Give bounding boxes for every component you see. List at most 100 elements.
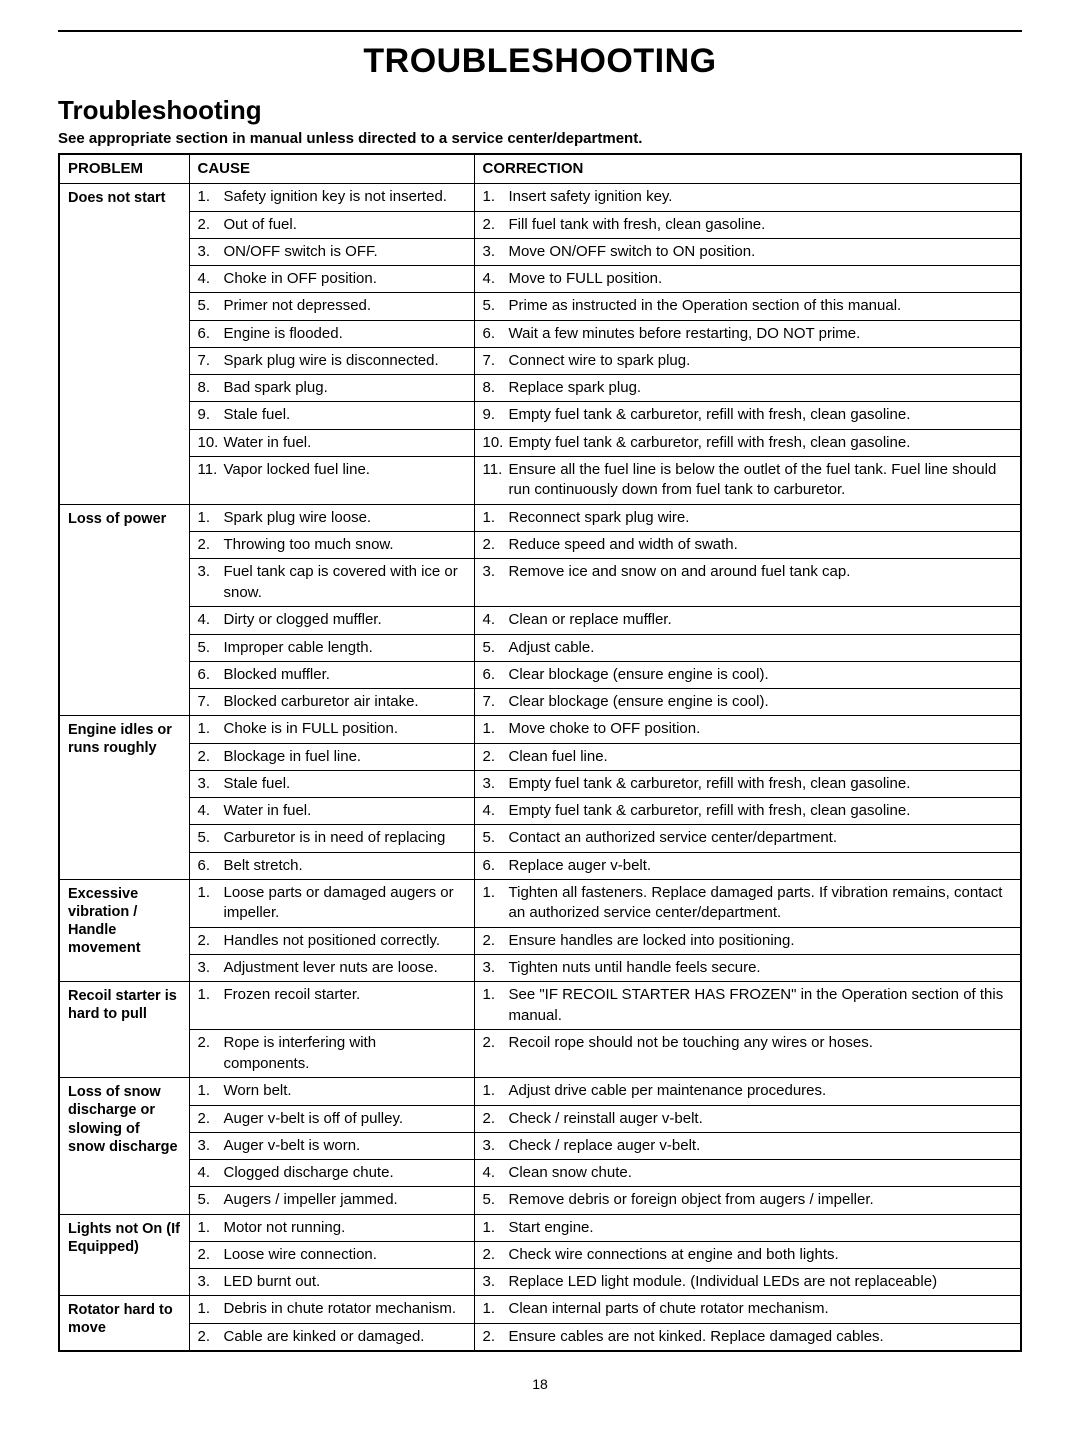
list-item: 6.Clear blockage (ensure engine is cool)… xyxy=(475,662,1021,689)
list-item: 4.Dirty or clogged muffler. xyxy=(190,607,474,634)
item-number: 3. xyxy=(483,562,509,603)
list-item: 10.Water in fuel. xyxy=(190,430,474,457)
troubleshooting-table: PROBLEM CAUSE CORRECTION Does not start1… xyxy=(58,153,1022,1352)
item-number: 11. xyxy=(483,460,509,501)
list-item: 2.Blockage in fuel line. xyxy=(190,744,474,771)
list-item: 3.Empty fuel tank & carburetor, refill w… xyxy=(475,771,1021,798)
item-number: 1. xyxy=(198,187,224,207)
list-item: 2.Fill fuel tank with fresh, clean gasol… xyxy=(475,212,1021,239)
cause-text: Stale fuel. xyxy=(224,774,466,794)
list-item: 4.Clean or replace muffler. xyxy=(475,607,1021,634)
list-item: 3.Move ON/OFF switch to ON position. xyxy=(475,239,1021,266)
table-row: Rotator hard to move1.Debris in chute ro… xyxy=(59,1296,1021,1351)
problem-cell: Engine idles or runs roughly xyxy=(59,716,189,880)
cause-text: Primer not depressed. xyxy=(224,296,466,316)
cause-text: Loose wire connection. xyxy=(224,1245,466,1265)
correction-text: See "IF RECOIL STARTER HAS FROZEN" in th… xyxy=(509,985,1013,1026)
table-row: Engine idles or runs roughly1.Choke is i… xyxy=(59,716,1021,880)
table-row: Excessive vibration / Handle movement1.L… xyxy=(59,879,1021,982)
list-item: 5.Carburetor is in need of replacing xyxy=(190,825,474,852)
item-number: 2. xyxy=(198,1109,224,1129)
list-item: 3.Remove ice and snow on and around fuel… xyxy=(475,559,1021,607)
correction-cell: 1.Adjust drive cable per maintenance pro… xyxy=(474,1078,1021,1214)
cause-text: Blocked muffler. xyxy=(224,665,466,685)
problem-cell: Lights not On (If Equipped) xyxy=(59,1214,189,1296)
item-number: 3. xyxy=(483,1272,509,1292)
list-item: 1.Start engine. xyxy=(475,1215,1021,1242)
item-number: 7. xyxy=(198,692,224,712)
item-number: 3. xyxy=(483,774,509,794)
cause-text: Debris in chute rotator mechanism. xyxy=(224,1299,466,1319)
item-number: 2. xyxy=(198,1245,224,1265)
list-item: 1.Insert safety ignition key. xyxy=(475,184,1021,211)
cause-text: Rope is interfering with components. xyxy=(224,1033,466,1074)
cause-text: Belt stretch. xyxy=(224,856,466,876)
table-header-row: PROBLEM CAUSE CORRECTION xyxy=(59,154,1021,184)
list-item: 3.Tighten nuts until handle feels secure… xyxy=(475,955,1021,981)
item-number: 10. xyxy=(483,433,509,453)
correction-list: 1.Move choke to OFF position.2.Clean fue… xyxy=(475,716,1021,879)
item-number: 1. xyxy=(483,187,509,207)
list-item: 1.Worn belt. xyxy=(190,1078,474,1105)
list-item: 1.Adjust drive cable per maintenance pro… xyxy=(475,1078,1021,1105)
list-item: 1.Move choke to OFF position. xyxy=(475,716,1021,743)
correction-list: 1.Start engine.2.Check wire connections … xyxy=(475,1215,1021,1296)
correction-text: Clean or replace muffler. xyxy=(509,610,1013,630)
cause-list: 1.Worn belt.2.Auger v-belt is off of pul… xyxy=(190,1078,474,1213)
correction-list: 1.Insert safety ignition key.2.Fill fuel… xyxy=(475,184,1021,504)
item-number: 5. xyxy=(198,296,224,316)
correction-text: Clean snow chute. xyxy=(509,1163,1013,1183)
item-number: 2. xyxy=(483,747,509,767)
correction-list: 1.Clean internal parts of chute rotator … xyxy=(475,1296,1021,1350)
correction-text: Reconnect spark plug wire. xyxy=(509,508,1013,528)
item-number: 1. xyxy=(198,719,224,739)
list-item: 2.Loose wire connection. xyxy=(190,1242,474,1269)
list-item: 11.Ensure all the fuel line is below the… xyxy=(475,457,1021,504)
correction-text: Empty fuel tank & carburetor, refill wit… xyxy=(509,433,1013,453)
item-number: 6. xyxy=(198,665,224,685)
cause-text: Choke in OFF position. xyxy=(224,269,466,289)
cause-text: LED burnt out. xyxy=(224,1272,466,1292)
cause-text: Water in fuel. xyxy=(224,433,466,453)
item-number: 1. xyxy=(198,1081,224,1101)
correction-text: Reduce speed and width of swath. xyxy=(509,535,1013,555)
item-number: 3. xyxy=(198,774,224,794)
cause-cell: 1.Worn belt.2.Auger v-belt is off of pul… xyxy=(189,1078,474,1214)
list-item: 2.Cable are kinked or damaged. xyxy=(190,1324,474,1350)
table-row: Loss of snow discharge or slowing of sno… xyxy=(59,1078,1021,1214)
item-number: 8. xyxy=(198,378,224,398)
item-number: 2. xyxy=(198,535,224,555)
correction-list: 1.Tighten all fasteners. Replace damaged… xyxy=(475,880,1021,982)
item-number: 2. xyxy=(483,215,509,235)
item-number: 3. xyxy=(483,242,509,262)
list-item: 3.ON/OFF switch is OFF. xyxy=(190,239,474,266)
cause-list: 1.Choke is in FULL position.2.Blockage i… xyxy=(190,716,474,879)
item-number: 2. xyxy=(198,931,224,951)
item-number: 1. xyxy=(198,1299,224,1319)
correction-text: Prime as instructed in the Operation sec… xyxy=(509,296,1013,316)
list-item: 9.Empty fuel tank & carburetor, refill w… xyxy=(475,402,1021,429)
list-item: 4.Empty fuel tank & carburetor, refill w… xyxy=(475,798,1021,825)
cause-text: Throwing too much snow. xyxy=(224,535,466,555)
item-number: 3. xyxy=(198,242,224,262)
list-item: 6.Engine is flooded. xyxy=(190,321,474,348)
list-item: 2.Ensure handles are locked into positio… xyxy=(475,928,1021,955)
item-number: 2. xyxy=(483,1109,509,1129)
list-item: 1.Clean internal parts of chute rotator … xyxy=(475,1296,1021,1323)
item-number: 5. xyxy=(483,1190,509,1210)
cause-text: Frozen recoil starter. xyxy=(224,985,466,1026)
list-item: 4.Choke in OFF position. xyxy=(190,266,474,293)
list-item: 1.Choke is in FULL position. xyxy=(190,716,474,743)
correction-text: Remove debris or foreign object from aug… xyxy=(509,1190,1013,1210)
item-number: 1. xyxy=(483,508,509,528)
cause-text: Adjustment lever nuts are loose. xyxy=(224,958,466,978)
correction-cell: 1.See "IF RECOIL STARTER HAS FROZEN" in … xyxy=(474,982,1021,1078)
list-item: 1.Debris in chute rotator mechanism. xyxy=(190,1296,474,1323)
cause-text: Vapor locked fuel line. xyxy=(224,460,466,501)
list-item: 2.Auger v-belt is off of pulley. xyxy=(190,1106,474,1133)
item-number: 1. xyxy=(198,985,224,1026)
cause-text: Auger v-belt is off of pulley. xyxy=(224,1109,466,1129)
list-item: 9.Stale fuel. xyxy=(190,402,474,429)
item-number: 11. xyxy=(198,460,224,501)
correction-text: Tighten all fasteners. Replace damaged p… xyxy=(509,883,1013,924)
